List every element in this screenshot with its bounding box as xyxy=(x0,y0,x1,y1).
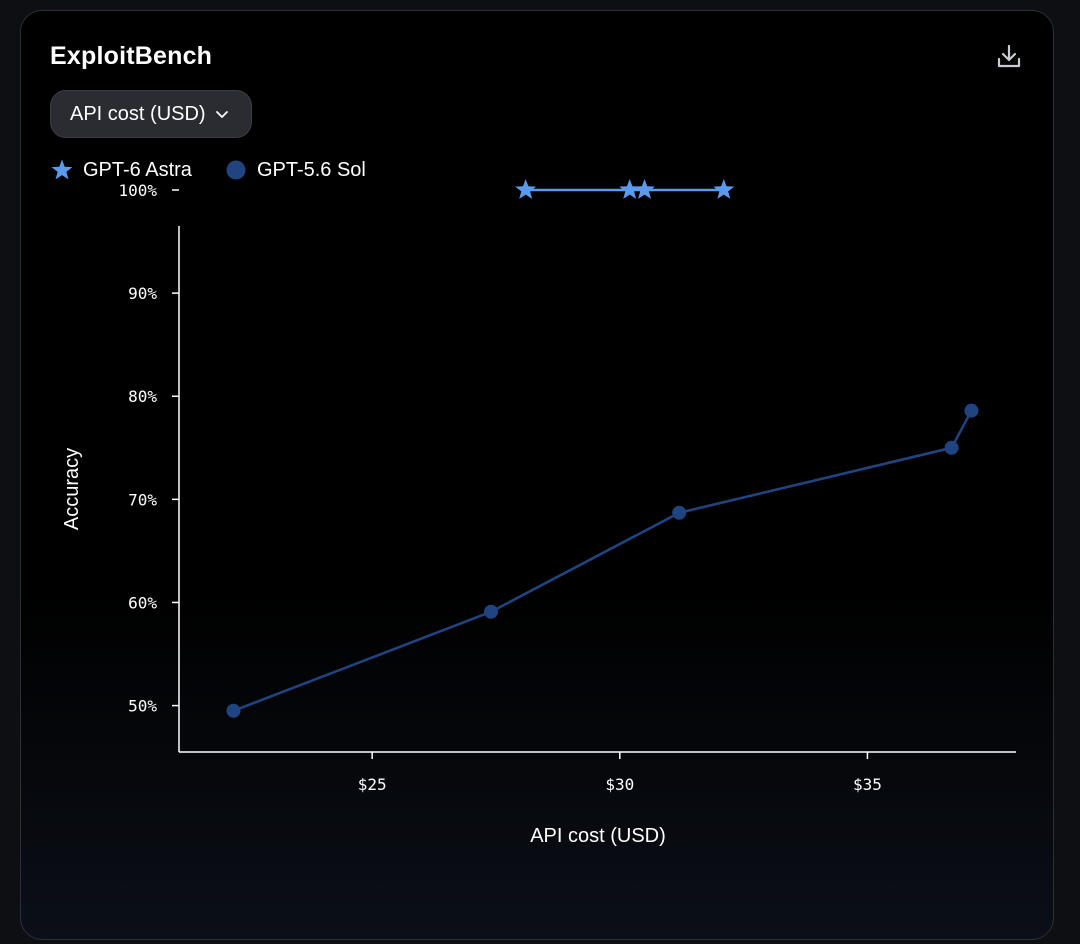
download-icon[interactable] xyxy=(994,42,1024,72)
astra-point xyxy=(713,179,735,199)
x-tick-label: $35 xyxy=(853,775,882,794)
sol-point xyxy=(944,440,959,455)
legend-label-astra: GPT-6 Astra xyxy=(83,158,192,181)
y-tick-label: 70% xyxy=(128,490,157,509)
chart-title: ExploitBench xyxy=(50,42,213,70)
star-icon xyxy=(51,159,73,180)
y-tick-label: 80% xyxy=(128,387,157,406)
y-tick-label: 100% xyxy=(118,181,157,200)
metric-dropdown[interactable]: API cost (USD) xyxy=(50,90,252,138)
x-tick-label: $30 xyxy=(605,775,634,794)
metric-dropdown-label: API cost (USD) xyxy=(70,102,206,125)
y-tick-label: 50% xyxy=(128,697,157,716)
astra-point xyxy=(619,179,641,199)
legend-label-sol: GPT-5.6 Sol xyxy=(256,158,366,181)
legend-item-astra[interactable]: GPT-6 Astra xyxy=(50,158,192,182)
sol-point xyxy=(484,604,499,619)
astra-point xyxy=(634,179,656,199)
sol-point xyxy=(672,505,687,520)
chevron-down-icon xyxy=(215,111,228,118)
circle-marker-icon xyxy=(226,160,246,180)
x-tick-label: $25 xyxy=(358,775,387,794)
sol-series-line xyxy=(233,410,973,713)
sol-point xyxy=(226,703,241,718)
chart-legend: GPT-6 Astra GPT-5.6 Sol xyxy=(50,158,398,182)
legend-item-sol[interactable]: GPT-5.6 Sol xyxy=(224,158,366,182)
astra-point xyxy=(515,179,537,199)
chart-card xyxy=(20,10,1054,940)
sol-point xyxy=(964,403,979,418)
x-axis-label: API cost (USD) xyxy=(530,825,666,847)
y-tick-label: 90% xyxy=(128,284,157,303)
y-axis-label: Accuracy xyxy=(61,448,83,530)
y-tick-label: 60% xyxy=(128,593,157,612)
